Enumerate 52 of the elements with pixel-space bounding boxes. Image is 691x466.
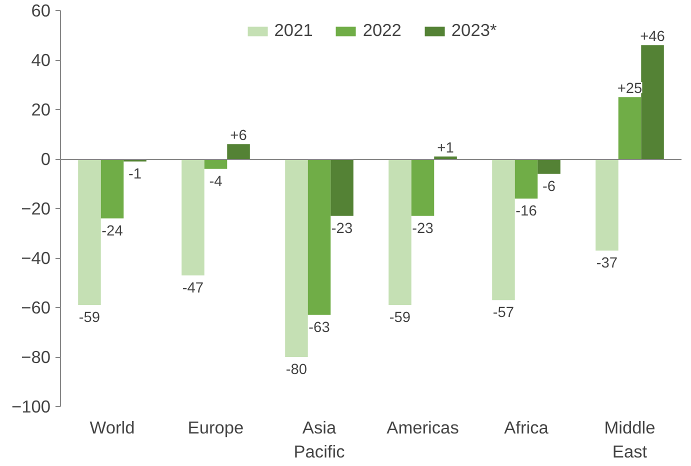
bar — [330, 159, 354, 216]
y-tick-label: 20 — [31, 100, 51, 120]
bar — [227, 144, 250, 159]
legend-label: 2021 — [274, 20, 313, 41]
data-label: +6 — [230, 128, 247, 144]
data-label: -59 — [389, 310, 411, 326]
data-label: -16 — [516, 204, 537, 220]
data-label: -6 — [542, 178, 556, 195]
y-tick-label: −100 — [11, 396, 50, 416]
data-label: -47 — [182, 280, 204, 296]
bar — [514, 159, 538, 199]
x-tick-label: Middle East — [604, 418, 656, 462]
legend-label: 2022 — [362, 20, 402, 41]
y-tick-label: −20 — [21, 198, 51, 218]
data-label: +25 — [617, 81, 642, 98]
data-label: -59 — [78, 310, 100, 326]
bar — [100, 159, 124, 218]
bar — [538, 159, 560, 174]
bar — [411, 159, 434, 216]
bar — [308, 159, 331, 315]
legend-label: 2023* — [451, 20, 497, 41]
bar — [204, 159, 228, 169]
bar — [78, 159, 101, 306]
y-tick-label: 60 — [31, 0, 51, 20]
data-label: -57 — [492, 305, 514, 322]
data-label: -37 — [596, 256, 618, 272]
bar — [388, 159, 412, 306]
x-tick-label: World — [90, 418, 135, 438]
data-label: +46 — [640, 29, 665, 46]
data-label: -80 — [286, 362, 308, 378]
data-label: -1 — [128, 166, 142, 182]
x-tick-label: Americas — [386, 418, 460, 438]
data-label: -24 — [102, 223, 123, 240]
bar — [182, 159, 204, 276]
y-tick-label: 0 — [40, 149, 51, 169]
y-tick-label: 40 — [31, 50, 51, 70]
bar — [618, 97, 642, 159]
x-tick-label: Europe — [188, 418, 244, 438]
data-label: -23 — [331, 220, 353, 237]
y-tick-label: −60 — [21, 298, 51, 318]
y-tick-label: −80 — [21, 347, 51, 367]
bar — [641, 45, 664, 159]
data-label: +1 — [437, 140, 454, 157]
bar — [492, 159, 515, 300]
data-label: -4 — [209, 174, 222, 190]
x-tick-label: Africa — [504, 418, 549, 438]
bar — [285, 159, 308, 357]
x-tick-label: Asia Pacific — [294, 418, 346, 462]
data-label: -63 — [308, 320, 330, 336]
y-tick-label: −40 — [21, 248, 51, 268]
data-label: -23 — [412, 220, 434, 237]
bar — [596, 159, 618, 251]
